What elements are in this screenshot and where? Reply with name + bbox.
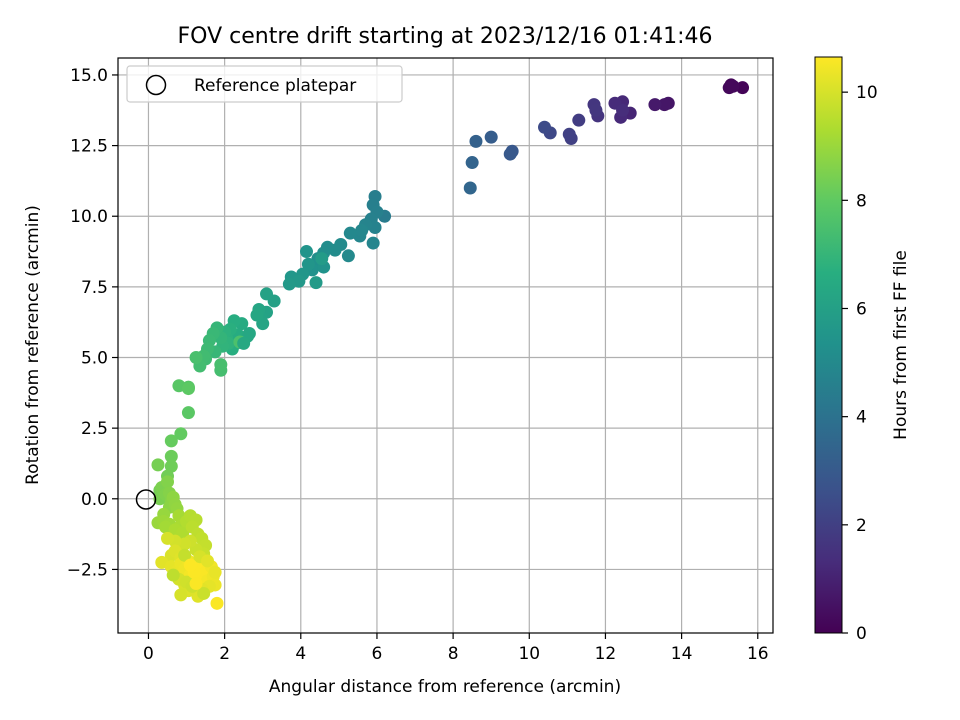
colorbar-tick-label: 10: [856, 83, 878, 103]
data-point: [164, 459, 178, 473]
colorbar-gradient: [814, 56, 843, 634]
y-tick-label: 7.5: [81, 278, 108, 298]
colorbar-label: Hours from first FF file: [891, 250, 911, 440]
data-point: [616, 103, 630, 117]
data-point: [260, 287, 274, 301]
data-point: [200, 554, 214, 568]
data-point: [189, 351, 203, 365]
data-point: [503, 147, 517, 161]
chart-title: FOV centre drift starting at 2023/12/16 …: [178, 24, 713, 49]
data-point: [166, 568, 180, 582]
legend-label: Reference platepar: [194, 76, 356, 96]
data-point: [355, 223, 369, 237]
data-point: [164, 434, 178, 448]
data-point: [174, 588, 188, 602]
x-tick-label: 6: [372, 644, 383, 664]
data-point: [469, 134, 483, 148]
x-tick-label: 10: [518, 644, 540, 664]
data-point: [589, 103, 603, 117]
data-point: [562, 127, 576, 141]
y-axis-ticks: −2.5 0.0 2.5 5.0 7.5 10.0 12.5 15.0: [67, 66, 118, 580]
x-tick-label: 8: [448, 644, 459, 664]
data-point: [250, 308, 264, 322]
y-tick-label: 10.0: [70, 207, 108, 227]
y-tick-label: 0.0: [81, 490, 108, 510]
data-point: [736, 81, 750, 95]
grid: [118, 58, 773, 633]
data-point: [208, 565, 222, 579]
x-tick-label: 12: [595, 644, 617, 664]
data-point: [282, 277, 296, 291]
reference-marker: [135, 489, 157, 510]
x-tick-label: 4: [295, 644, 306, 664]
data-point: [210, 596, 224, 610]
data-point: [181, 406, 195, 420]
y-tick-label: 2.5: [81, 419, 108, 439]
data-points: [151, 78, 750, 610]
y-tick-label: 15.0: [70, 66, 108, 86]
data-point: [463, 181, 477, 195]
data-point: [174, 427, 188, 441]
legend: Reference platepar: [126, 65, 403, 103]
x-tick-label: 14: [671, 644, 693, 664]
colorbar-tick-label: 4: [856, 408, 867, 428]
colorbar-tick-label: 2: [856, 516, 867, 536]
colorbar-tick-label: 0: [856, 624, 867, 644]
data-point: [657, 98, 671, 112]
data-point: [315, 252, 329, 266]
data-point: [726, 79, 740, 93]
data-point: [309, 276, 323, 290]
data-point: [214, 358, 228, 372]
y-tick-label: 12.5: [70, 137, 108, 157]
colorbar-tick-label: 8: [856, 191, 867, 211]
plot-frame: [117, 57, 774, 634]
data-point: [189, 577, 203, 591]
y-tick-label: 5.0: [81, 349, 108, 369]
legend-box: [126, 65, 403, 103]
data-point: [183, 558, 197, 572]
y-axis-label: Rotation from reference (arcmin): [23, 205, 43, 485]
data-point: [465, 156, 479, 170]
legend-marker: [145, 74, 167, 96]
data-point: [343, 226, 357, 240]
data-point: [300, 245, 314, 259]
data-point: [648, 98, 662, 112]
colorbar-tick-label: 6: [856, 299, 867, 319]
x-axis-ticks: 0 2 4 6 8 10 12 14 16: [143, 633, 769, 664]
data-point: [176, 526, 190, 540]
colorbar-ticks: 0 2 4 6 8 10: [842, 83, 878, 644]
data-point: [151, 458, 165, 472]
y-tick-label: −2.5: [67, 560, 108, 580]
data-point: [242, 326, 256, 340]
data-point: [572, 113, 586, 127]
data-point: [538, 120, 552, 134]
data-point: [484, 130, 498, 144]
data-point: [197, 586, 211, 600]
x-tick-label: 0: [143, 644, 154, 664]
x-axis-label: Angular distance from reference (arcmin): [269, 677, 621, 697]
data-point: [161, 531, 175, 545]
x-tick-label: 2: [219, 644, 230, 664]
x-tick-label: 16: [747, 644, 769, 664]
colorbar: 0 2 4 6 8 10 Hours from first FF file: [814, 56, 911, 644]
data-point: [301, 257, 315, 271]
data-point: [161, 475, 175, 489]
data-point: [164, 449, 178, 463]
data-point: [366, 236, 380, 250]
data-point: [237, 336, 251, 350]
data-point: [181, 382, 195, 396]
data-point: [341, 249, 355, 263]
data-point: [178, 548, 192, 562]
